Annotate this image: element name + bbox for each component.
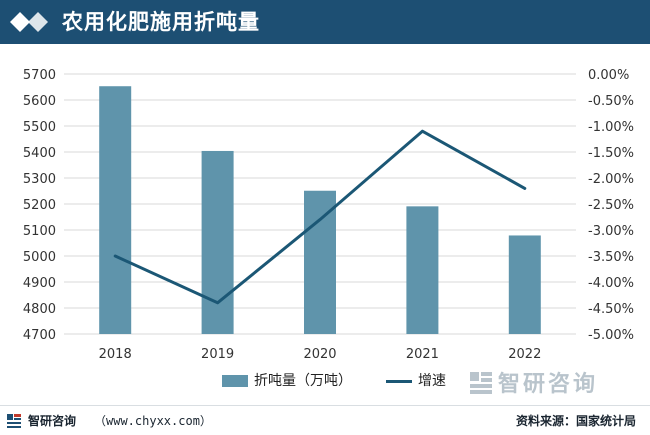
right-axis-tick-label: -4.50%	[588, 302, 634, 317]
right-axis-tick-label: -0.50%	[588, 94, 634, 109]
right-axis-tick-label: -5.00%	[588, 328, 634, 343]
right-axis-tick-label: -1.00%	[588, 120, 634, 135]
bar	[99, 86, 132, 334]
left-axis-tick-label: 5300	[23, 172, 56, 187]
right-axis-tick-label: -3.50%	[588, 250, 634, 265]
right-axis-tick-label: -3.00%	[588, 224, 634, 239]
x-axis-tick-label: 2018	[99, 347, 132, 362]
x-axis-tick-label: 2020	[303, 347, 336, 362]
page-title: 农用化肥施用折吨量	[62, 10, 260, 34]
chyxx-logo-icon	[470, 372, 492, 394]
left-axis-tick-label: 5100	[23, 224, 56, 239]
left-axis-tick-label: 5400	[23, 146, 56, 161]
double-diamond-icon	[10, 12, 48, 32]
watermark-name: 智研咨询	[498, 372, 599, 397]
right-axis-tick-label: -1.50%	[588, 146, 634, 161]
right-axis-tick-label: 0.00%	[588, 68, 629, 83]
bar	[508, 235, 541, 334]
footer-brand: 智研咨询	[28, 414, 77, 428]
footer-source: 资料来源：国家统计局	[515, 414, 636, 428]
legend-line-swatch	[386, 380, 412, 383]
x-axis-tick-label: 2019	[201, 347, 234, 362]
footer-divider	[0, 405, 650, 406]
legend-bar-swatch	[222, 375, 248, 387]
left-axis-tick-label: 4800	[23, 302, 56, 317]
combo-chart: 4700 4800 4900 5000 5100 5200 5300 5400 5500 5600…	[23, 68, 634, 362]
growth-rate-line	[113, 129, 527, 305]
legend: 折吨量（万吨） 增速	[0, 368, 470, 394]
x-axis-tick-label: 2022	[508, 347, 541, 362]
bar	[304, 190, 336, 334]
left-axis-tick-label: 5700	[23, 68, 56, 83]
left-axis-tick-label: 4700	[23, 328, 56, 343]
left-axis-tick-label: 4900	[23, 276, 56, 291]
bar	[201, 150, 234, 334]
legend-line-label: 增速	[418, 373, 446, 389]
bar	[406, 206, 439, 334]
footer-url: （www.chyxx.com）	[94, 414, 212, 428]
left-axis-tick-label: 5500	[23, 120, 56, 135]
right-axis-tick-label: -2.50%	[588, 198, 634, 213]
left-axis-tick-label: 5000	[23, 250, 56, 265]
x-axis-tick-label: 2021	[406, 347, 439, 362]
left-axis-tick-label: 5200	[23, 198, 56, 213]
chyxx-logo-icon	[7, 414, 21, 428]
legend-bar-label: 折吨量（万吨）	[254, 373, 352, 389]
header-bar: 农用化肥施用折吨量	[0, 0, 650, 44]
watermark-logo: 智研咨询	[462, 364, 650, 404]
footer: 智研咨询 （www.chyxx.com） 资料来源：国家统计局	[0, 405, 650, 435]
chart-area: 4700 4800 4900 5000 5100 5200 5300 5400 5500 5600…	[0, 44, 650, 405]
left-axis-tick-label: 5600	[23, 94, 56, 109]
right-axis-tick-label: -4.00%	[588, 276, 634, 291]
right-axis-tick-label: -2.00%	[588, 172, 634, 187]
